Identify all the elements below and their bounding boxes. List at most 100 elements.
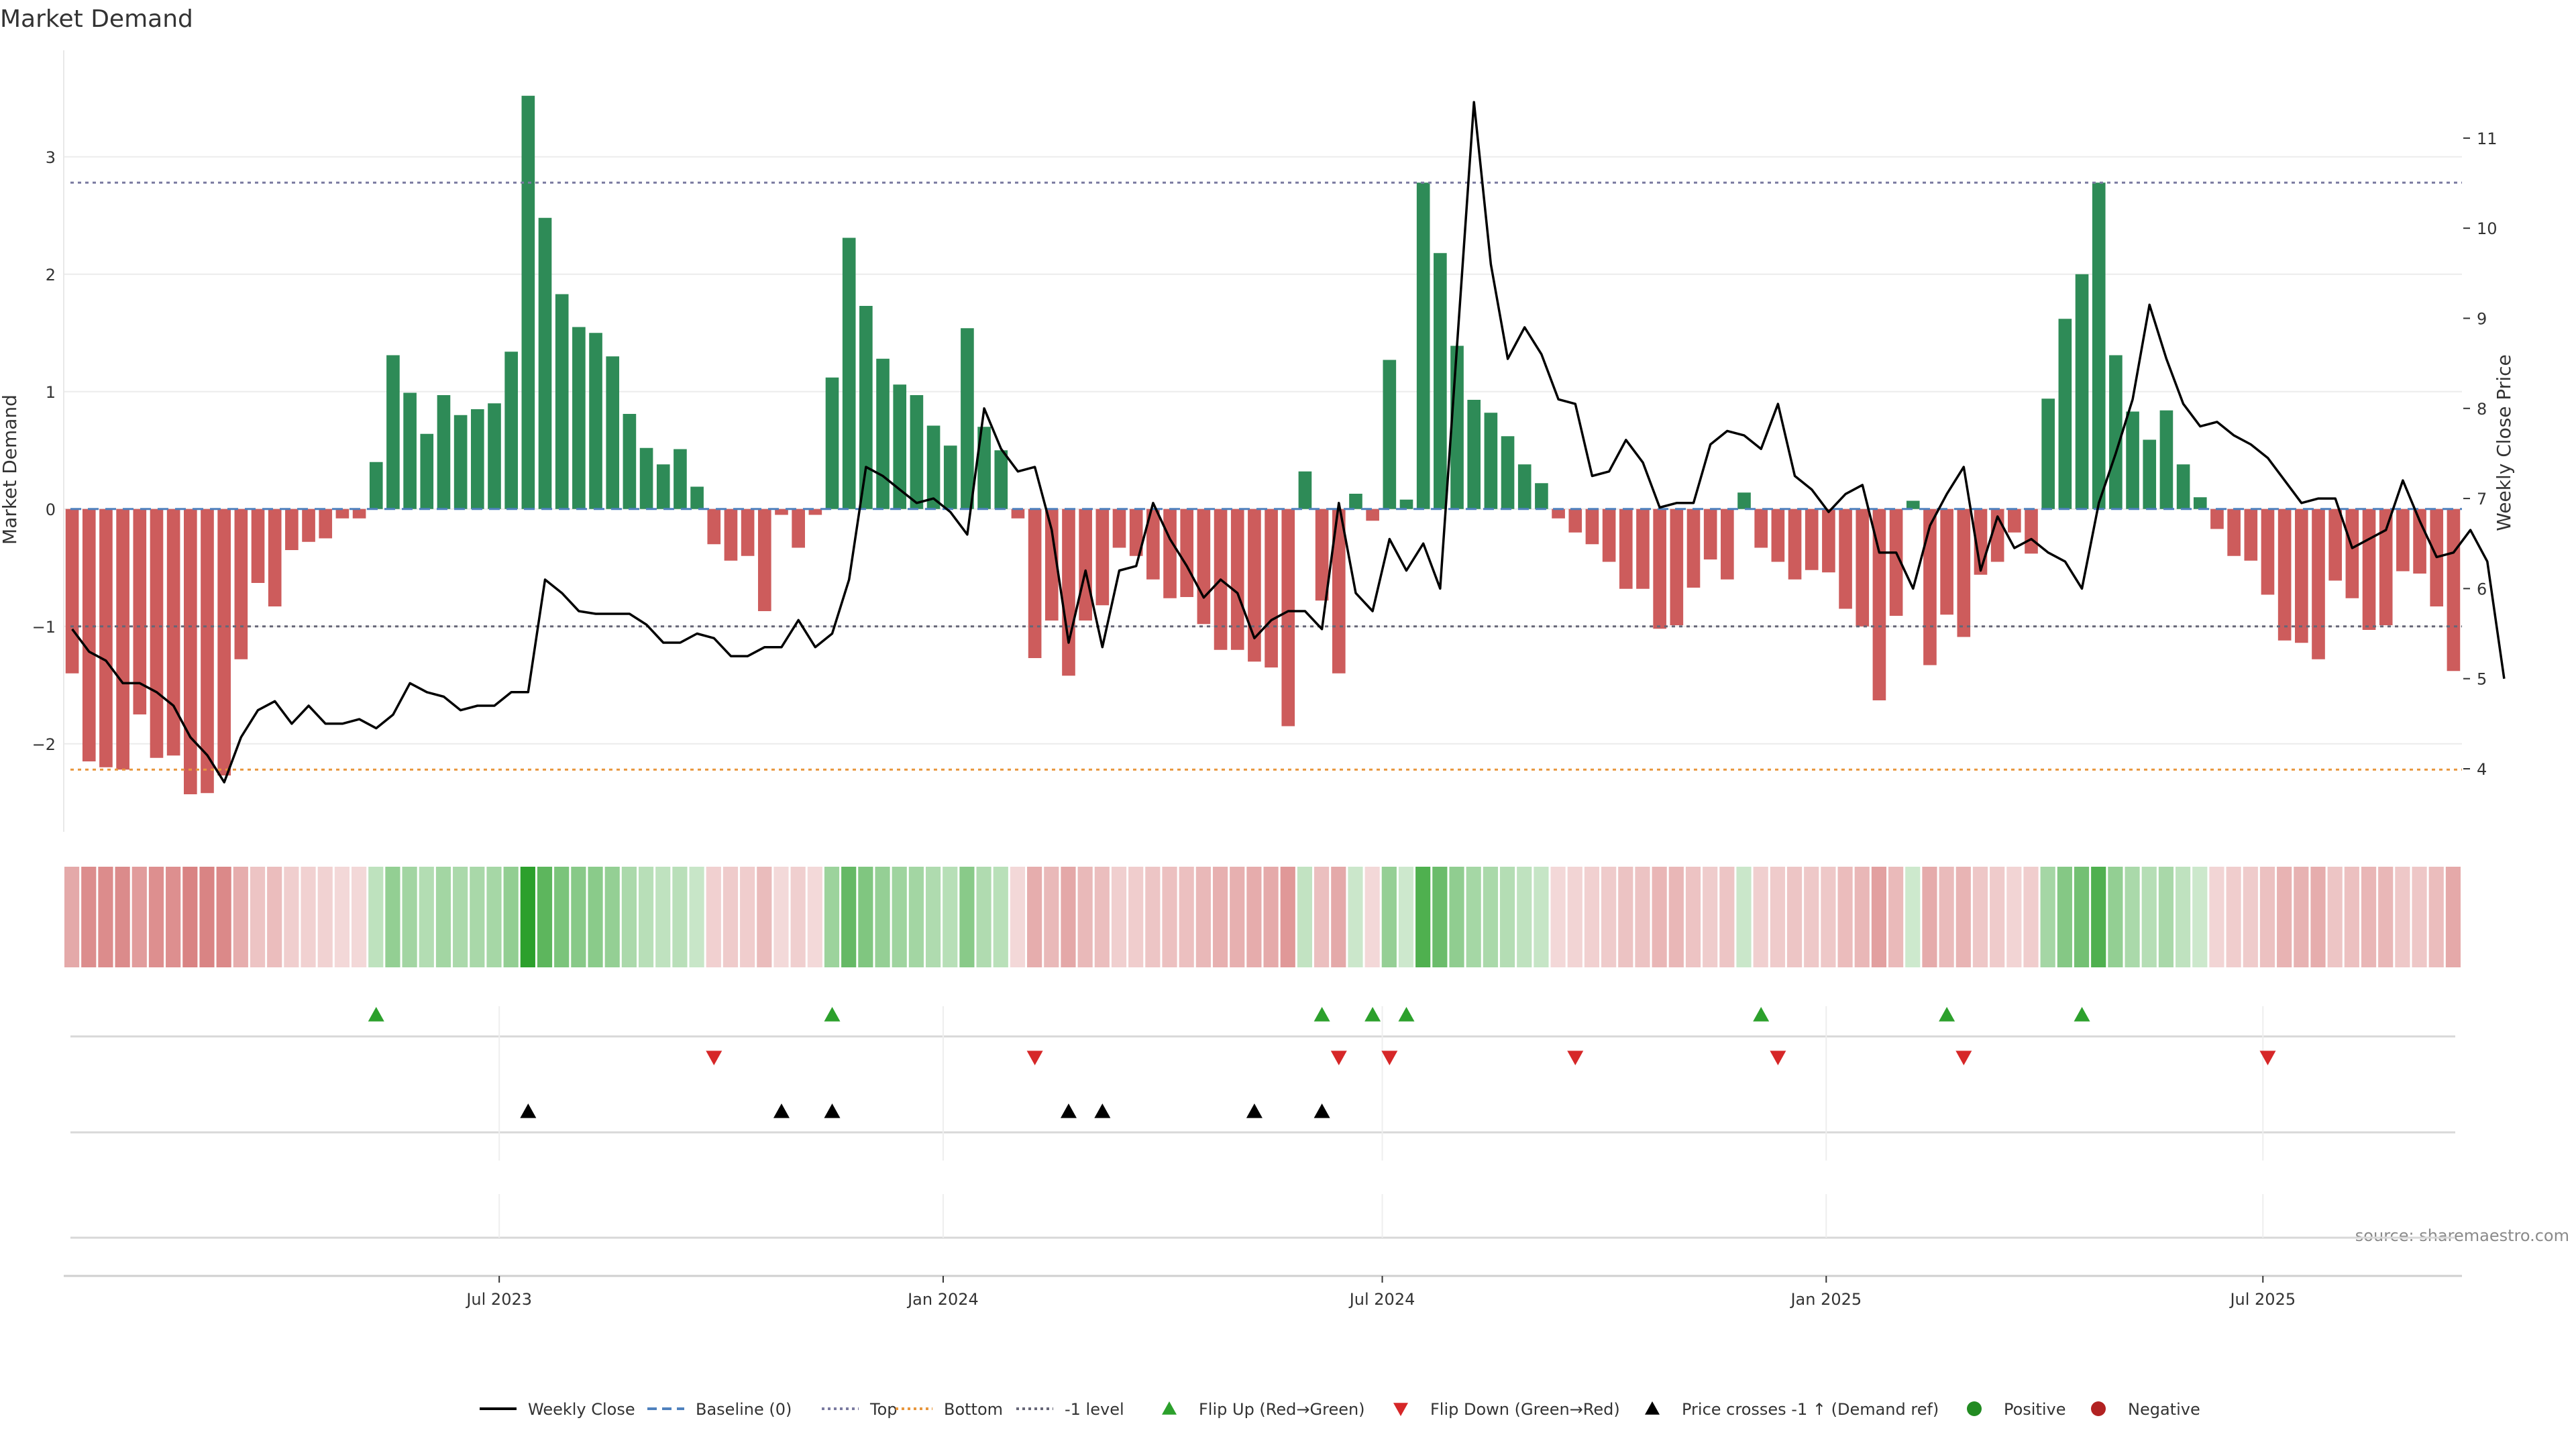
heat-cell xyxy=(672,867,688,967)
demand-bar xyxy=(1129,508,1143,556)
heat-cell xyxy=(435,867,451,967)
demand-bar xyxy=(1703,508,1717,559)
demand-bar xyxy=(977,427,991,509)
heat-cell xyxy=(419,867,434,967)
demand-bar xyxy=(403,392,417,509)
demand-bar xyxy=(2261,508,2275,595)
demand-bar xyxy=(319,508,333,539)
flip-down-marker xyxy=(2259,1051,2276,1065)
heat-cell xyxy=(1432,867,1448,967)
demand-bar xyxy=(166,508,180,756)
heat-cell xyxy=(2125,867,2140,967)
demand-bar xyxy=(538,217,552,509)
heat-cell xyxy=(199,867,215,967)
demand-bar xyxy=(1535,483,1548,509)
heat-cell xyxy=(64,867,80,967)
demand-bar xyxy=(1044,508,1059,621)
heat-cell xyxy=(1364,867,1380,967)
demand-bar xyxy=(656,464,670,509)
heat-cell xyxy=(1246,867,1262,967)
left-tick-label: −1 xyxy=(32,618,56,637)
heat-cell xyxy=(1972,867,1988,967)
demand-bar xyxy=(82,508,96,761)
demand-bar xyxy=(2109,355,2123,509)
heat-cell xyxy=(689,867,704,967)
heat-cell xyxy=(2108,867,2123,967)
demand-bar xyxy=(1636,508,1650,589)
heat-cell xyxy=(2192,867,2208,967)
heat-cell xyxy=(317,867,333,967)
flip-down-marker xyxy=(1567,1051,1584,1065)
heat-cell xyxy=(2226,867,2241,967)
demand-bar xyxy=(1079,508,1092,621)
heat-cell xyxy=(1905,867,1921,967)
demand-bar xyxy=(674,449,687,509)
demand-bar xyxy=(1028,508,1042,658)
flip-down-marker xyxy=(1330,1051,1347,1065)
right-tick-label: 4 xyxy=(2477,760,2487,779)
heat-cell xyxy=(2006,867,2022,967)
demand-bar xyxy=(775,508,788,515)
demand-bar xyxy=(1822,508,1835,573)
heat-cell xyxy=(1871,867,1887,967)
demand-bar xyxy=(2058,319,2072,509)
price-cross-marker xyxy=(1313,1104,1330,1118)
legend-label: Flip Down (Green→Red) xyxy=(1430,1400,1620,1419)
legend-label: Weekly Close xyxy=(528,1400,635,1419)
demand-bar xyxy=(859,306,873,509)
heat-cell xyxy=(2277,867,2292,967)
demand-bar xyxy=(1805,508,1819,570)
demand-bar xyxy=(623,414,637,509)
weekly-close-line xyxy=(71,101,2506,784)
heat-cell xyxy=(1145,867,1161,967)
demand-bar xyxy=(741,508,755,556)
heat-cell xyxy=(2023,867,2039,967)
demand-bar xyxy=(2075,274,2089,509)
heat-cell xyxy=(115,867,130,967)
flip-up-marker xyxy=(1364,1007,1381,1022)
demand-bar xyxy=(757,508,771,611)
demand-bar xyxy=(1112,508,1126,548)
demand-bar xyxy=(1602,508,1616,562)
price-cross-marker xyxy=(1060,1104,1077,1118)
demand-bar xyxy=(2277,508,2292,641)
demand-bar xyxy=(555,294,569,509)
demand-bar xyxy=(1721,508,1734,580)
x-axis: Jul 2023 Jan 2024 Jul 2024 Jan 2025 Jul 2025 xyxy=(64,1275,2462,1309)
heat-cell xyxy=(2310,867,2326,967)
demand-bar xyxy=(302,508,315,542)
heat-cell xyxy=(402,867,417,967)
demand-bar xyxy=(2379,508,2393,625)
x-tick-label: Jul 2023 xyxy=(465,1290,532,1309)
price-cross-marker xyxy=(1246,1104,1263,1118)
heat-cell xyxy=(1483,867,1498,967)
heat-cell xyxy=(1703,867,1718,967)
demand-bar xyxy=(184,508,197,794)
demand-bar xyxy=(1399,499,1413,509)
demand-bar xyxy=(2328,508,2342,581)
demand-bar xyxy=(386,355,400,509)
legend-label: Price crosses -1 ↑ (Demand ref) xyxy=(1682,1400,1939,1419)
heat-cell xyxy=(1990,867,2005,967)
heat-cell xyxy=(2057,867,2072,967)
right-tick-label: 10 xyxy=(2477,219,2498,238)
heat-cell xyxy=(993,867,1008,967)
demand-bar xyxy=(2396,508,2410,572)
heat-cell xyxy=(1466,867,1481,967)
demand-bar xyxy=(1011,508,1025,519)
heat-cell xyxy=(1584,867,1600,967)
heat-cell xyxy=(1499,867,1515,967)
heat-cell xyxy=(1837,867,1853,967)
demand-bar xyxy=(606,356,620,509)
heat-cell xyxy=(959,867,975,967)
demand-bar xyxy=(2092,182,2106,509)
demand-bar xyxy=(1332,508,1346,674)
heat-cell xyxy=(148,867,164,967)
legend-swatch xyxy=(1645,1401,1660,1415)
x-tick-label: Jan 2024 xyxy=(906,1290,979,1309)
demand-bar xyxy=(2008,508,2021,533)
heat-cell xyxy=(2395,867,2410,967)
demand-bar xyxy=(1856,508,1870,627)
heat-cell xyxy=(1821,867,1836,967)
heat-cell xyxy=(706,867,721,967)
